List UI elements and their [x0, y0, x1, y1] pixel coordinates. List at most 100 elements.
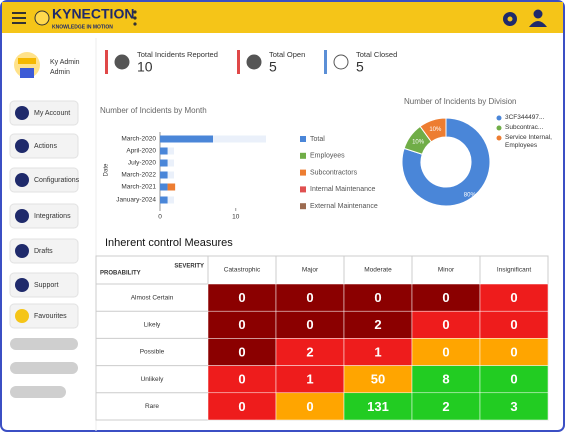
cell-value: 2 [442, 399, 449, 414]
matrix-cell[interactable] [207, 310, 277, 339]
matrix-corner: PROBABILITY [100, 271, 141, 277]
matrix-cell[interactable] [275, 392, 345, 421]
cell-value: 0 [510, 317, 517, 332]
nav-button[interactable] [9, 272, 79, 298]
logo-icon [34, 10, 50, 26]
matrix-cell[interactable] [479, 338, 549, 366]
nav-label: Favourites [34, 313, 67, 320]
matrix-cell[interactable] [479, 392, 549, 421]
cell-value: 0 [510, 290, 517, 305]
matrix-cell[interactable] [411, 392, 481, 421]
cell-value: 0 [306, 317, 313, 332]
settings-icon[interactable] [503, 12, 517, 26]
chart-title: Number of Incidents by Division [404, 97, 517, 106]
user-icon[interactable] [529, 9, 547, 28]
column-header: Minor [438, 267, 455, 274]
cell-value: 0 [510, 372, 517, 387]
data-label: 80% [464, 192, 477, 198]
matrix-cell[interactable] [343, 283, 413, 312]
x-tick-label: 10 [232, 214, 240, 221]
menu-icon[interactable] [12, 12, 26, 24]
matrix-cell[interactable] [343, 310, 413, 339]
matrix-cell[interactable] [343, 392, 413, 421]
legend-label[interactable]: Internal Maintenance [310, 186, 375, 193]
y-tick-label: January-2024 [116, 197, 156, 204]
matrix-cell[interactable] [207, 338, 277, 366]
kpi-accent [105, 50, 108, 74]
legend-swatch [300, 152, 306, 159]
row-header: Possible [140, 349, 165, 356]
matrix-cell[interactable] [275, 365, 345, 394]
bar [167, 183, 176, 191]
matrix-cell[interactable] [275, 283, 345, 312]
cell-value: 2 [374, 317, 381, 332]
cell-value: 1 [374, 344, 381, 359]
nav-button[interactable] [9, 303, 79, 329]
matrix-cell[interactable] [411, 310, 481, 339]
logo: KYNECTION [52, 6, 134, 22]
column-header: Catastrophic [224, 267, 261, 274]
legend-swatch [496, 135, 502, 141]
matrix-cell[interactable] [411, 283, 481, 312]
nav-button[interactable] [9, 133, 79, 159]
legend-label[interactable]: 3CF344497... [505, 114, 545, 121]
y-tick-label: March-2021 [121, 184, 156, 191]
user-role: Admin [50, 69, 70, 76]
legend-label[interactable]: Employees [310, 153, 345, 160]
kebab[interactable] [133, 10, 137, 26]
row-header: Rare [145, 403, 159, 410]
column-header: Major [302, 267, 319, 274]
nav-icon [15, 309, 29, 323]
matrix-cell[interactable] [479, 283, 549, 312]
tagline: KNOWLEDGE IN MOTION [52, 24, 113, 30]
cell-value: 0 [238, 399, 245, 414]
legend-label[interactable]: Service Internal, Employees [505, 134, 552, 149]
bar [160, 135, 213, 143]
legend-label[interactable]: Subcontrac... [505, 124, 544, 131]
axis-label: Date [104, 163, 110, 176]
matrix-cell[interactable] [207, 283, 277, 312]
donut-slice[interactable] [401, 117, 491, 207]
placeholder [10, 386, 66, 398]
matrix-cell[interactable] [343, 365, 413, 394]
row-header: Unlikely [141, 376, 165, 383]
cell-value: 8 [442, 372, 449, 387]
kpi-accent [324, 50, 327, 74]
kpi-value: 5 [269, 59, 277, 75]
legend-label[interactable]: Total [310, 136, 325, 143]
nav-button[interactable] [9, 238, 79, 264]
legend-swatch [300, 203, 306, 210]
legend-swatch [300, 136, 306, 142]
nav-icon [15, 173, 29, 187]
cell-value: 0 [306, 399, 313, 414]
matrix-cell[interactable] [275, 310, 345, 339]
matrix-cell[interactable] [275, 338, 345, 366]
x-tick-label: 0 [158, 214, 162, 221]
matrix-cell[interactable] [479, 365, 549, 394]
nav-button[interactable] [9, 203, 79, 229]
user-name: Ky Admin [50, 59, 80, 66]
nav-label: Support [34, 282, 59, 289]
row-header: Likely [144, 322, 161, 329]
placeholder [10, 362, 78, 374]
nav-button[interactable] [9, 167, 79, 193]
nav-icon [15, 244, 29, 258]
bar [160, 147, 168, 155]
kpi-icon [114, 54, 130, 70]
column-header: Moderate [364, 267, 392, 274]
legend-label[interactable]: External Maintenance [310, 203, 378, 210]
kpi-icon [333, 54, 349, 70]
bar [160, 196, 168, 204]
column-header: Insignificant [497, 267, 532, 274]
donut-slice[interactable] [419, 117, 447, 143]
nav-icon [15, 139, 29, 153]
cell-value: 0 [238, 290, 245, 305]
placeholder [10, 338, 78, 350]
nav-button[interactable] [9, 100, 79, 126]
matrix-cell[interactable] [207, 392, 277, 421]
matrix-cell[interactable] [479, 310, 549, 339]
nav-label: Integrations [34, 213, 71, 220]
legend-label[interactable]: Subcontractors [310, 169, 358, 176]
